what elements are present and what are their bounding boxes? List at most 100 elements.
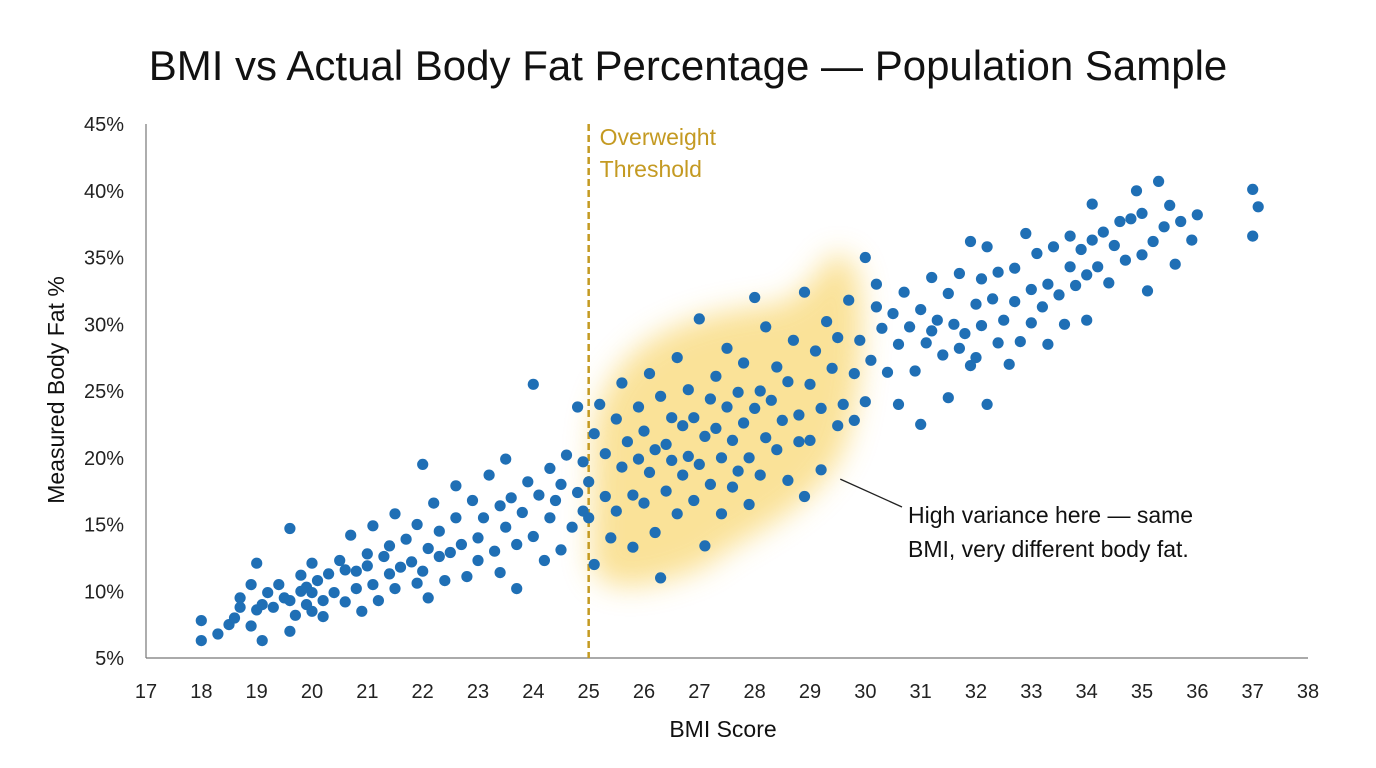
data-point [616, 461, 628, 473]
data-point [417, 565, 429, 577]
annotation-line1: High variance here — same [908, 502, 1193, 528]
data-point [677, 420, 689, 432]
data-point [406, 556, 418, 568]
data-point [704, 393, 717, 405]
data-point [455, 538, 467, 551]
data-point [444, 546, 456, 559]
data-point [555, 544, 567, 556]
data-point [267, 601, 279, 613]
y-tick-label: 5% [95, 648, 124, 670]
data-point [256, 599, 268, 611]
data-point [1020, 227, 1032, 240]
data-point [649, 444, 661, 456]
data-point [632, 401, 645, 413]
data-point [798, 286, 811, 298]
data-point [417, 458, 429, 470]
x-tick-label: 36 [1186, 681, 1208, 703]
data-point [566, 521, 578, 533]
data-point [660, 485, 672, 497]
data-point [660, 438, 672, 450]
data-point [450, 480, 462, 492]
data-point [693, 313, 705, 325]
data-point [400, 533, 412, 545]
data-point [915, 418, 927, 430]
annotation-leader-line [839, 478, 903, 508]
x-tick-label: 35 [1131, 681, 1153, 703]
data-point [760, 432, 772, 444]
data-point [306, 557, 318, 569]
data-point [892, 338, 905, 350]
data-point [577, 456, 589, 468]
data-point [1136, 207, 1148, 219]
data-point [1009, 262, 1021, 274]
data-point [793, 436, 805, 448]
data-point [688, 412, 700, 424]
data-point [1119, 254, 1131, 266]
data-point [771, 361, 783, 373]
data-point [859, 251, 871, 264]
data-point [832, 420, 844, 432]
data-point [671, 352, 683, 364]
data-point [284, 522, 296, 535]
data-point [494, 567, 506, 579]
data-point [981, 398, 993, 410]
data-point [212, 628, 224, 640]
data-point [1191, 209, 1203, 221]
x-tick-label: 24 [522, 681, 544, 703]
data-point [804, 378, 816, 390]
data-point [533, 489, 545, 501]
data-point [655, 572, 667, 584]
data-point [682, 450, 694, 462]
data-point [234, 592, 246, 604]
data-point [677, 469, 689, 481]
data-point [372, 595, 384, 607]
data-point [544, 462, 556, 474]
data-point [671, 508, 683, 520]
data-point [898, 286, 910, 298]
data-point [627, 541, 639, 553]
data-point [738, 357, 750, 369]
data-point [538, 554, 551, 567]
y-tick-label: 45% [84, 114, 124, 136]
chart-title: BMI vs Actual Body Fat Percentage — Popu… [149, 42, 1228, 89]
data-point [1247, 230, 1259, 242]
data-point [821, 316, 833, 328]
data-point [854, 334, 866, 346]
data-point [1064, 261, 1076, 273]
data-point [317, 595, 329, 607]
y-tick-label: 35% [84, 248, 124, 270]
data-point [245, 579, 257, 591]
data-point [848, 414, 860, 426]
data-point [782, 474, 794, 486]
data-point [483, 469, 495, 481]
data-point [749, 402, 761, 414]
y-tick-label: 15% [84, 515, 124, 537]
data-point [876, 322, 888, 334]
data-point [1025, 317, 1037, 329]
data-point [555, 478, 567, 490]
data-point [1086, 198, 1098, 210]
data-point [1092, 261, 1104, 273]
data-point [942, 287, 954, 300]
data-point [837, 398, 849, 410]
data-point [749, 291, 761, 304]
data-point [710, 370, 722, 382]
y-tick-label: 25% [84, 381, 124, 403]
data-point [450, 512, 462, 524]
data-point [699, 540, 711, 552]
data-point [1141, 285, 1154, 297]
data-point [527, 530, 539, 543]
data-point [367, 579, 379, 591]
data-point [638, 425, 650, 437]
data-point [583, 512, 595, 524]
x-tick-label: 21 [356, 681, 378, 703]
data-point [643, 466, 656, 478]
data-point [339, 564, 351, 576]
x-tick-label: 28 [744, 681, 766, 703]
variance-annotation: High variance here — same BMI, very diff… [839, 478, 1193, 562]
data-point [732, 465, 744, 477]
x-axis-label: BMI Score [669, 716, 776, 742]
data-point [572, 401, 584, 413]
data-point [1025, 283, 1037, 296]
